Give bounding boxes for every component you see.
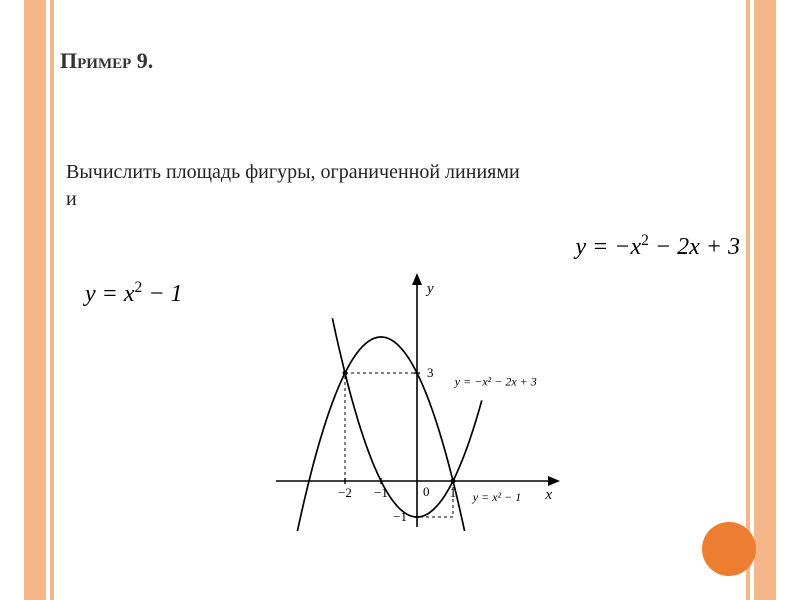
svg-text:y = x² − 1: y = x² − 1 [472,490,521,504]
svg-text:y: y [425,281,434,297]
slide-title: Пример 9. [60,48,740,74]
right-stripe-thick [754,0,776,600]
svg-text:0: 0 [423,484,430,499]
graph-svg: −2−11−130yxy = x² − 1y = −x² − 2x + 3 [272,271,562,531]
left-stripe-thin [50,0,54,600]
desc-line1: Вычислить площадь фигуры, ограниченной л… [66,161,520,183]
formula-up-parabola: y = x2 − 1 [85,279,183,308]
graph-container: −2−11−130yxy = x² − 1y = −x² − 2x + 3 [272,271,562,531]
svg-text:y = −x² − 2x + 3: y = −x² − 2x + 3 [454,375,537,389]
svg-text:3: 3 [427,365,434,380]
decorative-circle [702,522,756,576]
right-stripe-thin [746,0,750,600]
svg-text:−1: −1 [393,509,407,524]
left-stripe-thick [24,0,46,600]
problem-statement: Вычислить площадь фигуры, ограниченной л… [66,159,740,213]
formula-down-parabola: y = −x2 − 2x + 3 [575,232,740,261]
svg-text:−2: −2 [338,485,352,500]
desc-line2: и [66,188,77,210]
svg-text:x: x [544,487,552,503]
svg-text:−1: −1 [374,485,388,500]
